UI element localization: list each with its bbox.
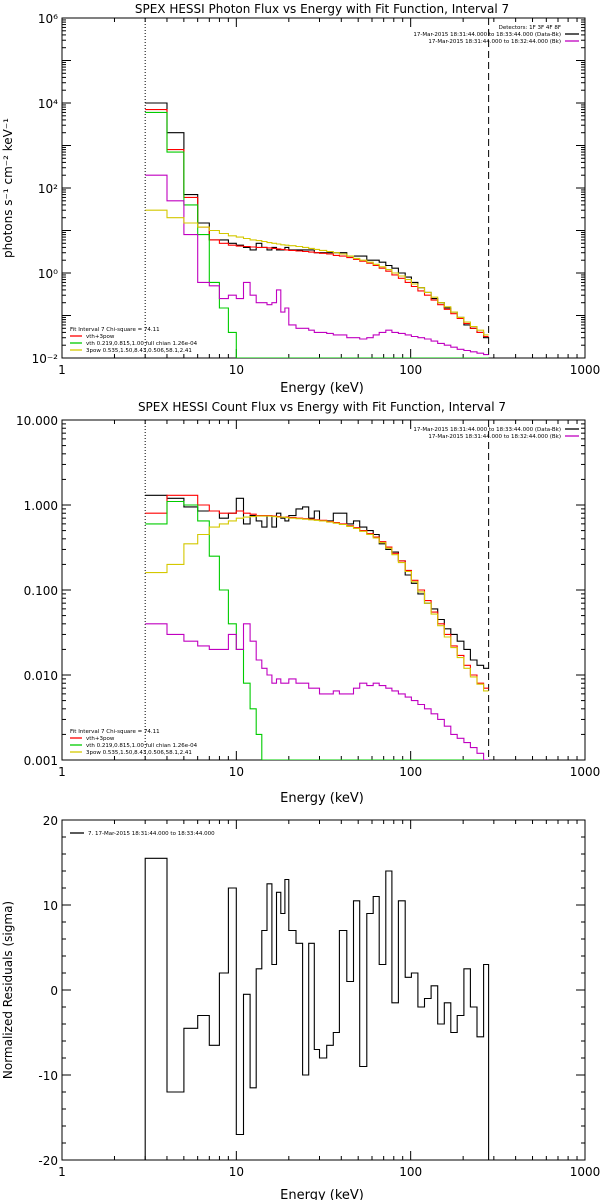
plot-area [144,420,490,760]
residuals-xlabel: Energy (keV) [280,1188,364,1200]
count-flux-panel: SPEX HESSI Count Flux vs Energy with Fit… [16,400,600,806]
y-tick-label: 10 [43,899,58,913]
plot-frame [61,419,586,761]
count-flux-xlabel: Energy (keV) [280,791,364,806]
plot-area [144,857,490,1160]
y-tick-label: -20 [38,1154,58,1168]
x-tick-label: 1 [58,363,66,377]
y-tick-label: 10⁴ [38,97,58,111]
three-pow-series [145,515,489,692]
photon-flux-xlabel: Energy (keV) [280,381,364,396]
three-pow-series [145,209,489,336]
y-tick-label: 0 [50,984,58,998]
y-tick-label: 0.001 [24,754,58,768]
legend-entry: vth 0.219,0.815,1.00 full chian 1.26e-04 [86,341,198,347]
legend-entry: Fit Interval 7 Chi-square = 74.11 [70,327,160,333]
x-tick-label: 10 [229,765,244,779]
photon-flux-ylabel: photons s⁻¹ cm⁻² keV⁻¹ [1,118,15,258]
y-tick-label: 1.000 [24,499,58,513]
residuals-ylabel: Normalized Residuals (sigma) [1,901,15,1079]
photon-flux-panel: SPEX HESSI Photon Flux vs Energy with Fi… [1,2,600,396]
legend-entry: 3pow 0.535,1.50,8.43,0.506,58.1,2.41 [86,750,192,756]
y-tick-label: 20 [43,814,58,828]
plot-frame [61,819,586,1161]
x-tick-label: 1000 [570,765,600,779]
data-minus-bk-series [145,494,489,669]
x-tick-label: 100 [399,1165,422,1179]
legend-entry: vth 0.219,0.815,1.00 full chian 1.26e-04 [86,743,198,749]
y-tick-label: 10.000 [16,414,58,428]
x-tick-label: 1000 [570,1165,600,1179]
plot-area [144,18,490,358]
y-tick-label: 10² [38,182,58,196]
x-tick-label: 100 [399,363,422,377]
legend-entry: 3pow 0.535,1.50,8.43,0.506,58.1,2.41 [86,348,192,354]
vth-plus-3pow-series [145,494,489,689]
legend-entry: 17-Mar-2015 18:31:44.000 to 18:32:44.000… [428,434,561,440]
x-tick-label: 100 [399,765,422,779]
vth-series [145,111,489,358]
x-tick-label: 1000 [570,363,600,377]
legend-entry: vth+3pow [86,334,115,340]
vth-series [145,500,489,760]
y-tick-label: 10⁶ [38,12,58,26]
y-tick-label: 10⁻² [32,352,59,366]
y-tick-label: 0.100 [24,584,58,598]
legend-entry: 17-Mar-2015 18:31:44.000 to 18:33:44.000… [413,427,561,433]
legend-entry: 7. 17-Mar-2015 18:31:44.000 to 18:33:44.… [88,831,215,837]
legend-entry: Detectors: 1F 3F 4F 8F [499,25,561,31]
legend-entry: 17-Mar-2015 18:31:44.000 to 18:33:44.000… [413,32,561,38]
legend-entry: vth+3pow [86,736,115,742]
x-tick-label: 10 [229,363,244,377]
x-tick-label: 10 [229,1165,244,1179]
y-tick-label: 10⁰ [38,267,58,281]
y-tick-label: -10 [38,1069,58,1083]
background-series [145,623,489,760]
y-tick-label: 0.010 [24,669,58,683]
plot-frame [61,17,586,359]
count-flux-title: SPEX HESSI Count Flux vs Energy with Fit… [138,400,506,414]
background-series [145,174,489,356]
data-minus-bk-series [145,102,489,339]
x-tick-label: 1 [58,1165,66,1179]
legend-entry: 17-Mar-2015 18:31:44.000 to 18:32:44.000… [428,39,561,45]
photon-flux-title: SPEX HESSI Photon Flux vs Energy with Fi… [135,2,509,16]
residuals-panel: Normalized Residuals (sigma) Energy (keV… [1,814,600,1200]
residuals-series [144,857,490,1160]
x-tick-label: 1 [58,765,66,779]
legend-entry: Fit Interval 7 Chi-square = 74.11 [70,729,160,735]
